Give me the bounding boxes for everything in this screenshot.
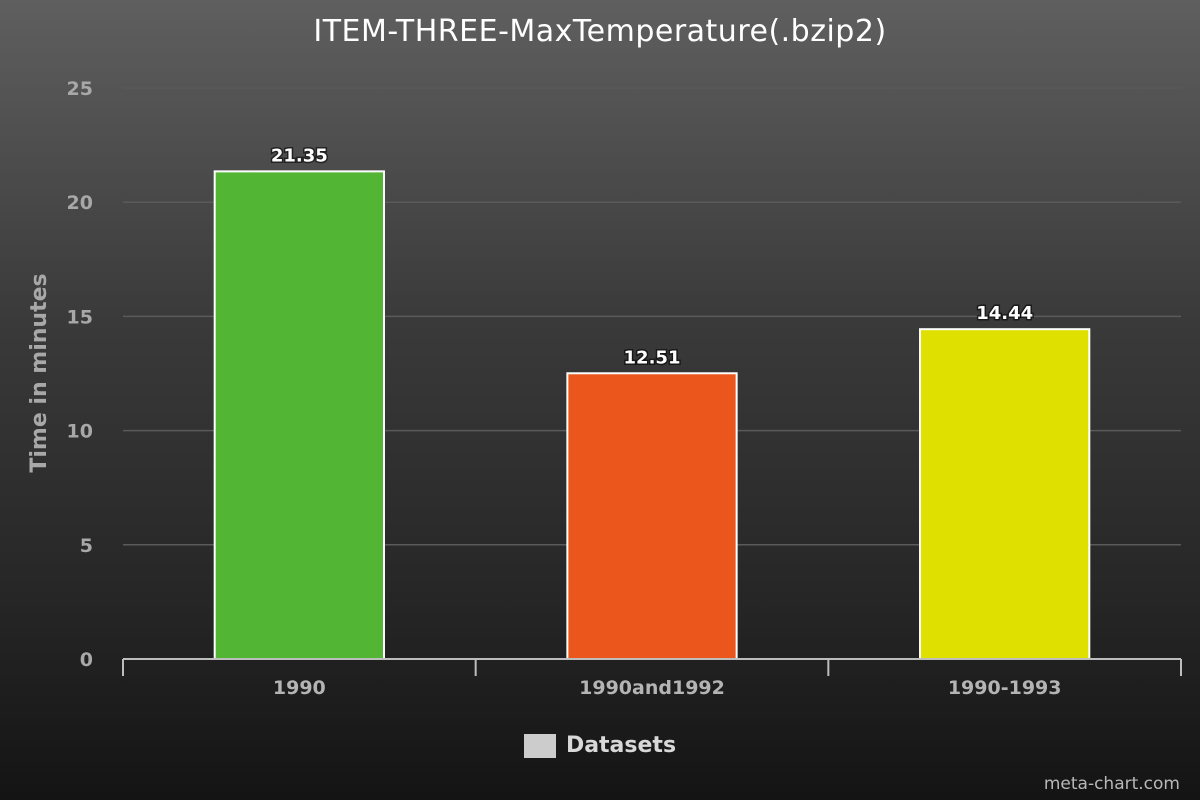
y-tick-label: 10 [67, 421, 93, 443]
bar [566, 372, 738, 660]
y-tick-label: 20 [67, 192, 93, 214]
y-tick-label: 25 [67, 78, 93, 100]
x-tick-label: 1990and1992 [579, 677, 725, 699]
legend-label: Datasets [565, 733, 677, 758]
credit-text: meta-chart.com [1043, 774, 1180, 794]
y-tick-label: 0 [80, 649, 93, 671]
bar [213, 170, 385, 660]
y-tick-label: 15 [67, 306, 93, 328]
data-label: 12.51 [624, 347, 681, 368]
y-axis-ticks: 0 5 10 15 20 25 [67, 78, 93, 671]
x-tick-label: 1990 [273, 677, 326, 699]
data-label: 21.35 [271, 145, 328, 166]
data-labels: 21.35 12.51 14.44 [269, 144, 1034, 370]
bars [213, 170, 1091, 660]
legend-swatch [523, 733, 556, 758]
data-label: 14.44 [976, 303, 1033, 324]
bar [919, 328, 1091, 660]
x-tick-label: 1990-1993 [948, 677, 1062, 699]
y-tick-label: 5 [80, 535, 93, 557]
y-axis-label: Time in minutes [27, 273, 52, 472]
legend: Datasets [0, 733, 1200, 758]
chart-title: ITEM-THREE-MaxTemperature(.bzip2) [313, 14, 887, 49]
x-axis: 1990 1990and1992 1990-1993 [122, 658, 1182, 699]
